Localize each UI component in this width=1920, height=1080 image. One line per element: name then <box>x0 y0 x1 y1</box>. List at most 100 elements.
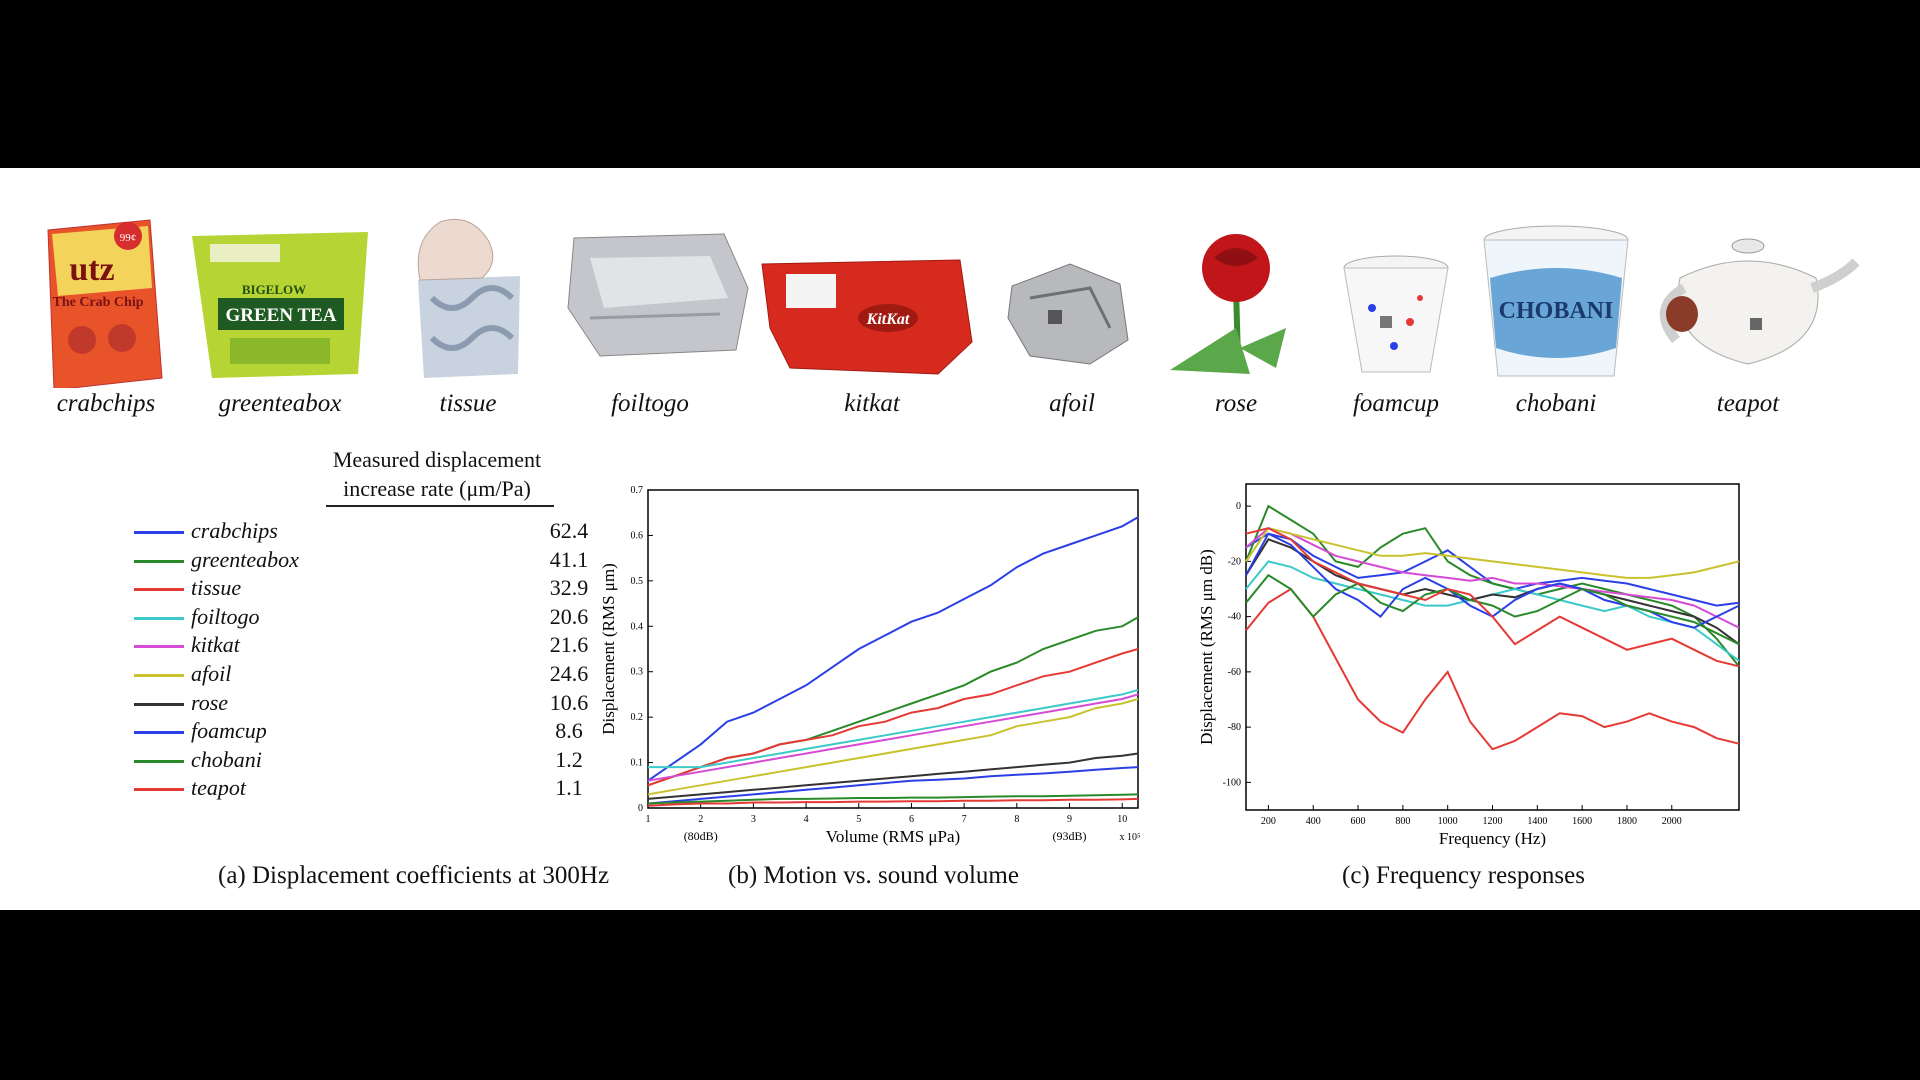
object-label-tissue: tissue <box>439 390 497 417</box>
object-label-rose: rose <box>1214 390 1258 417</box>
legend-swatch <box>134 788 184 792</box>
table-row: greenteabox 41.1 <box>134 546 588 575</box>
legend-swatch <box>134 759 184 763</box>
greenteabox-image-text: BIGELOW <box>242 282 306 297</box>
x-tick-label: 1800 <box>1617 816 1637 827</box>
table-header: Measured displacement increase rate (μm/… <box>322 445 552 503</box>
series-line-chobani <box>1245 573 1740 646</box>
foamcup-image <box>1343 255 1449 373</box>
legend-name: teapot <box>191 775 246 801</box>
legend-swatch <box>134 588 184 592</box>
x-tick-label: 9 <box>1067 814 1072 825</box>
y-tick-label: 0 <box>638 803 643 814</box>
table-row: foamcup 8.6 <box>134 718 583 746</box>
legend-name: crabchips <box>191 518 278 543</box>
x-axis-label: Volume (RMS μPa) <box>826 827 960 846</box>
teapot-image <box>1659 238 1860 365</box>
y-tick-label: 0.3 <box>631 667 644 678</box>
series-line-kitkat <box>1245 527 1740 629</box>
series-line-crabchips <box>647 516 1139 782</box>
y-tick-label: -80 <box>1228 722 1241 733</box>
plot-frame <box>1245 483 1740 811</box>
series-line-kitkat <box>647 693 1139 782</box>
crabchips-image: utz The Crab Chip 99¢ <box>47 219 163 388</box>
coefficient-value: 41.1 <box>549 546 589 572</box>
y-axis-label: Displacement (RMS μm) <box>599 563 618 735</box>
legend-name: kitkat <box>191 632 240 658</box>
series-line-foamcup <box>647 766 1139 805</box>
coefficient-value: 10.6 <box>549 689 589 715</box>
motion-vs-volume-chart: 1 2 3 4 5 6 7 8 9 10 0 0.1 0.2 0.3 0.4 0.5 0.6 0.7 Volume … <box>599 485 1141 846</box>
legend-swatch <box>134 616 184 620</box>
table-header-line1: Measured displacement <box>332 447 542 472</box>
afoil-image <box>1007 263 1129 365</box>
legend-name: greenteabox <box>191 546 299 572</box>
x-annotation: (93dB) <box>1053 829 1087 843</box>
legend-name: foamcup <box>191 718 267 744</box>
plot-frame <box>647 489 1139 809</box>
coefficient-value: 20.6 <box>549 603 589 629</box>
table-row: rose 10.6 <box>134 690 588 718</box>
greenteabox-image: BIGELOW GREEN TEA <box>192 232 368 378</box>
greenteabox-image-text: GREEN TEA <box>225 305 336 326</box>
x-tick-label: 2 <box>698 814 703 825</box>
crabchips-image-text: utz <box>69 251 114 288</box>
x-tick-label: 400 <box>1306 816 1321 827</box>
table-row: teapot 1.1 <box>134 775 583 803</box>
legend-swatch <box>134 645 184 649</box>
table-row: crabchips 62.4 <box>134 518 588 546</box>
coefficient-value: 21.6 <box>549 632 589 658</box>
coefficient-value: 24.6 <box>549 661 589 686</box>
object-label-kitkat: kitkat <box>844 390 900 417</box>
x-tick-label: 1 <box>646 814 651 825</box>
caption-c: (c) Frequency responses <box>1342 862 1585 889</box>
legend-swatch <box>134 731 184 735</box>
x-tick-label: 1000 <box>1438 816 1458 827</box>
table-row: tissue 32.9 <box>134 575 588 603</box>
table-header-line2: increase rate (μm/Pa) <box>343 476 531 501</box>
series-line-rose <box>647 752 1139 800</box>
crabchips-image-text: 99¢ <box>120 232 137 244</box>
x-tick-label: 200 <box>1261 816 1276 827</box>
object-label-afoil: afoil <box>1049 390 1095 417</box>
x-tick-label: 600 <box>1351 816 1366 827</box>
object-label-teapot: teapot <box>1716 390 1780 417</box>
table-row: kitkat 21.6 <box>134 632 588 660</box>
table-row: afoil 24.6 <box>134 661 588 689</box>
y-tick-label: 0.7 <box>631 485 644 496</box>
object-photos: utz The Crab Chip 99¢ BIGELOW GREEN TEA <box>47 218 1860 388</box>
figure-panel: utz The Crab Chip 99¢ BIGELOW GREEN TEA <box>0 168 1920 910</box>
y-tick-label: -100 <box>1223 777 1241 788</box>
x-tick-label: 1400 <box>1527 816 1547 827</box>
y-tick-label: 0.1 <box>631 758 644 769</box>
y-tick-label: 0 <box>1236 501 1241 512</box>
kitkat-image: KitKat <box>761 259 973 375</box>
x-tick-label: 4 <box>804 814 809 825</box>
foiltogo-image <box>567 233 749 357</box>
series-line-chobani <box>647 793 1139 805</box>
x-tick-label: 1600 <box>1572 816 1592 827</box>
coefficient-value: 1.1 <box>555 775 583 801</box>
legend-name: chobani <box>191 746 262 772</box>
object-label-crabchips: crabchips <box>56 390 156 417</box>
legend-name: foiltogo <box>191 603 260 629</box>
legend-swatch <box>134 702 184 706</box>
x-tick-label: 3 <box>751 814 756 825</box>
y-tick-label: -40 <box>1228 612 1241 623</box>
frequency-response-chart: 200 400 600 800 1000 1200 1400 1600 1800 2000 0 -20… <box>1197 483 1740 848</box>
caption-a: (a) Displacement coefficients at 300Hz <box>218 862 610 889</box>
x-annotation: (80dB) <box>684 829 718 843</box>
y-tick-label: -60 <box>1228 667 1241 678</box>
y-tick-label: 0.6 <box>631 530 644 541</box>
table-row: chobani 1.2 <box>134 746 583 775</box>
legend-swatch <box>134 559 184 563</box>
series-line-teapot <box>1245 527 1740 668</box>
x-tick-label: 1200 <box>1483 816 1503 827</box>
series-line-afoil <box>647 698 1139 796</box>
table-header-rule <box>326 505 554 507</box>
series-line-foiltogo <box>648 688 1139 769</box>
y-tick-label: 0.2 <box>631 712 644 723</box>
object-label-foiltogo: foiltogo <box>611 390 689 417</box>
coefficient-value: 62.4 <box>549 518 589 543</box>
legend-swatch <box>134 531 184 534</box>
